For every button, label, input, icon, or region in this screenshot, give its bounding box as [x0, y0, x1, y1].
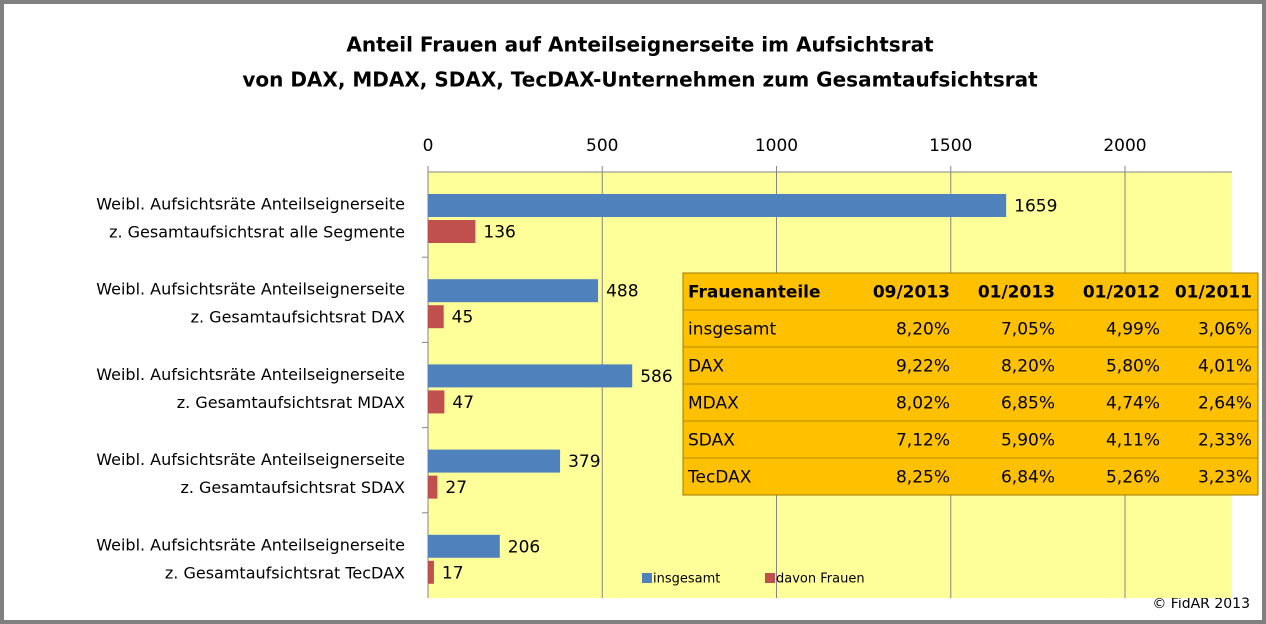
table-cell: SDAX: [688, 431, 735, 451]
chart-title: von DAX, MDAX, SDAX, TecDAX-Unternehmen …: [242, 68, 1038, 92]
legend-swatch: [765, 573, 775, 583]
data-label: 136: [483, 223, 515, 243]
y-tick-label: Weibl. Aufsichtsräte Anteilseignerseite: [96, 195, 405, 214]
bar: [428, 560, 434, 584]
source: © FidAR 2013: [1152, 596, 1250, 612]
table-cell: 09/2013: [873, 283, 950, 303]
x-tick-label: 0: [423, 136, 434, 156]
table-cell: 4,01%: [1198, 357, 1252, 377]
table-cell: 3,23%: [1198, 468, 1252, 488]
table-cell: 01/2013: [978, 283, 1055, 303]
table-cell: 5,80%: [1106, 357, 1160, 377]
bar: [428, 220, 476, 243]
table-cell: DAX: [688, 357, 724, 377]
x-tick-label: 1500: [929, 136, 972, 156]
data-label: 379: [568, 452, 600, 472]
chart-title: Anteil Frauen auf Anteilseignerseite im …: [346, 33, 934, 57]
table-cell: TecDAX: [687, 468, 752, 488]
y-tick-label: z. Gesamtaufsichtsrat DAX: [191, 308, 405, 327]
table-cell: 4,11%: [1106, 431, 1160, 451]
x-tick-label: 500: [586, 136, 618, 156]
legend-label: davon Frauen: [776, 572, 865, 587]
table-cell: 01/2012: [1083, 283, 1160, 303]
table-cell: 5,26%: [1106, 468, 1160, 488]
table-cell: 7,05%: [1001, 320, 1055, 340]
x-tick-label: 1000: [755, 136, 798, 156]
table-cell: 8,02%: [896, 394, 950, 414]
bar: [428, 390, 445, 414]
table-cell: 9,22%: [896, 357, 950, 377]
bar: [428, 194, 1007, 217]
table-cell: 4,99%: [1106, 320, 1160, 340]
y-tick-label: z. Gesamtaufsichtsrat alle Segmente: [109, 223, 405, 242]
table-cell: 2,33%: [1198, 431, 1252, 451]
data-label: 17: [442, 563, 464, 583]
data-label: 586: [640, 367, 672, 387]
table-cell: 01/2011: [1175, 283, 1252, 303]
bar: [428, 279, 599, 303]
y-tick-label: z. Gesamtaufsichtsrat TecDAX: [165, 563, 405, 582]
table-cell: 6,84%: [1001, 468, 1055, 488]
data-label: 1659: [1014, 197, 1057, 217]
table-cell: 8,20%: [896, 320, 950, 340]
y-tick-label: Weibl. Aufsichtsräte Anteilseignerseite: [96, 365, 405, 384]
table-cell: 3,06%: [1198, 320, 1252, 340]
table-cell: 5,90%: [1001, 431, 1055, 451]
table-cell: MDAX: [688, 394, 739, 414]
table-cell: 6,85%: [1001, 394, 1055, 414]
bar: [428, 364, 633, 388]
legend-swatch: [642, 573, 652, 583]
table-cell: insgesamt: [688, 320, 776, 340]
y-tick-label: Weibl. Aufsichtsräte Anteilseignerseite: [96, 450, 405, 469]
data-label: 206: [508, 537, 540, 557]
table-cell: 2,64%: [1198, 394, 1252, 414]
table-cell: 8,25%: [896, 468, 950, 488]
x-tick-label: 2000: [1103, 136, 1146, 156]
y-tick-label: Weibl. Aufsichtsräte Anteilseignerseite: [96, 280, 405, 299]
y-tick-label: z. Gesamtaufsichtsrat SDAX: [180, 478, 405, 497]
data-label: 47: [452, 393, 474, 413]
data-label: 488: [606, 282, 638, 302]
bar: [428, 475, 438, 499]
table-cell: Frauenanteile: [688, 283, 821, 303]
y-tick-label: Weibl. Aufsichtsräte Anteilseignerseite: [96, 535, 405, 554]
y-tick-label: z. Gesamtaufsichtsrat MDAX: [177, 393, 405, 412]
data-label: 27: [445, 478, 467, 498]
table-cell: 8,20%: [1001, 357, 1055, 377]
bar: [428, 449, 561, 473]
table-cell: 7,12%: [896, 431, 950, 451]
bar: [428, 534, 500, 558]
legend-label: insgesamt: [653, 572, 720, 587]
bar: [428, 305, 444, 329]
table-cell: 4,74%: [1106, 394, 1160, 414]
data-label: 45: [452, 308, 474, 328]
